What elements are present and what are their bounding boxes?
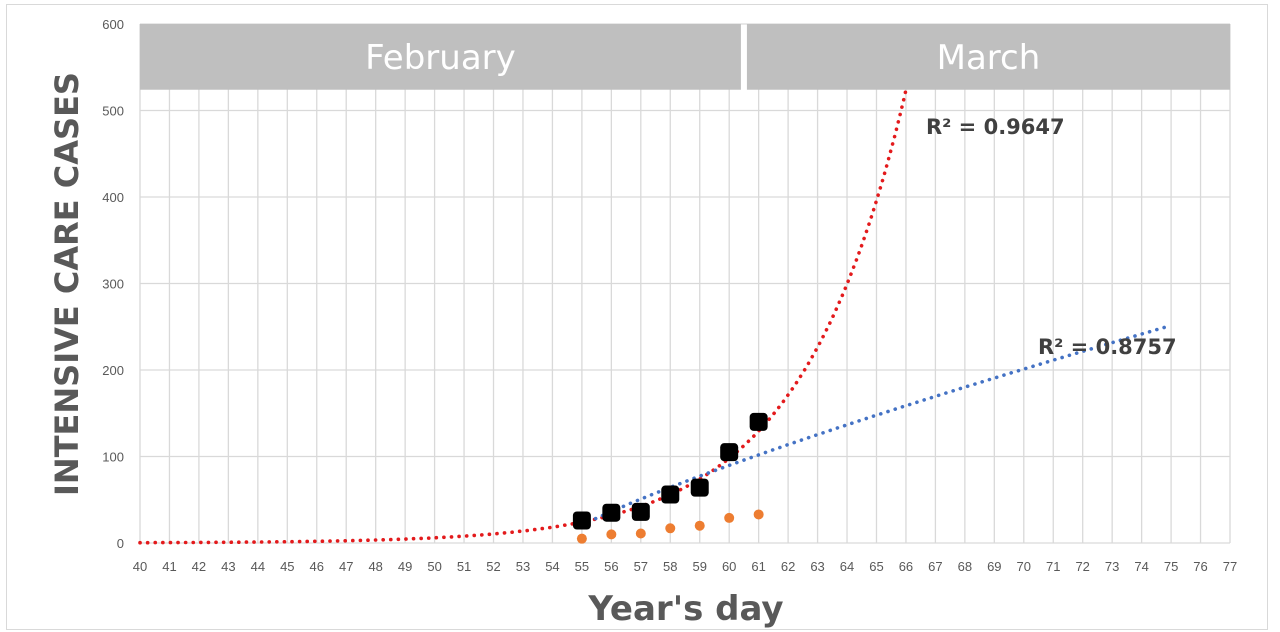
x-tick-label: 75 bbox=[1164, 559, 1178, 574]
chart-frame bbox=[6, 4, 1268, 630]
data-point-square bbox=[661, 485, 680, 504]
r2-power-label: R² = 0.8757 bbox=[1038, 335, 1177, 359]
x-tick-label: 72 bbox=[1075, 559, 1089, 574]
x-tick-label: 76 bbox=[1193, 559, 1207, 574]
month-label: February bbox=[365, 38, 516, 78]
y-tick-label: 200 bbox=[102, 363, 124, 378]
x-tick-label: 59 bbox=[692, 559, 706, 574]
x-tick-label: 44 bbox=[251, 559, 265, 574]
x-tick-label: 61 bbox=[751, 559, 765, 574]
month-band bbox=[140, 24, 741, 90]
trendline-exponential bbox=[138, 88, 908, 545]
trendline-power bbox=[580, 323, 1173, 527]
data-point-circle bbox=[753, 509, 764, 520]
x-axis-title: Year's day bbox=[587, 589, 783, 629]
x-tick-label: 47 bbox=[339, 559, 353, 574]
y-axis-title: INTENSIVE CARE CASES bbox=[48, 72, 86, 496]
data-points bbox=[572, 412, 768, 544]
x-tick-label: 70 bbox=[1017, 559, 1031, 574]
x-tick-label: 41 bbox=[162, 559, 176, 574]
x-tick-label: 77 bbox=[1223, 559, 1237, 574]
x-tick-label: 55 bbox=[575, 559, 589, 574]
x-tick-label: 40 bbox=[133, 559, 147, 574]
tick-labels: 40 41 42 43 44 45 46 47 48 49 50 51 52 53 54 55 56 57 58 59… bbox=[102, 17, 1237, 574]
y-tick-label: 100 bbox=[102, 450, 124, 465]
y-tick-label: 0 bbox=[117, 536, 124, 551]
y-tick-label: 300 bbox=[102, 277, 124, 292]
data-point-circle bbox=[724, 512, 735, 523]
x-tick-label: 65 bbox=[869, 559, 883, 574]
x-tick-label: 45 bbox=[280, 559, 294, 574]
x-tick-label: 69 bbox=[987, 559, 1001, 574]
trendlines bbox=[138, 88, 1173, 545]
y-tick-label: 500 bbox=[102, 104, 124, 119]
x-tick-label: 52 bbox=[486, 559, 500, 574]
x-tick-label: 66 bbox=[899, 559, 913, 574]
x-tick-label: 54 bbox=[545, 559, 559, 574]
data-point-square bbox=[572, 511, 591, 530]
data-point-square bbox=[602, 503, 621, 522]
x-tick-label: 50 bbox=[427, 559, 441, 574]
data-point-circle bbox=[606, 529, 617, 540]
x-tick-label: 58 bbox=[663, 559, 677, 574]
data-point-circle bbox=[576, 533, 587, 544]
x-tick-label: 64 bbox=[840, 559, 854, 574]
x-tick-label: 43 bbox=[221, 559, 235, 574]
x-tick-label: 53 bbox=[516, 559, 530, 574]
month-band bbox=[746, 24, 1230, 90]
month-label: March bbox=[937, 38, 1041, 78]
x-tick-label: 48 bbox=[368, 559, 382, 574]
data-point-square bbox=[631, 502, 650, 521]
x-tick-label: 63 bbox=[810, 559, 824, 574]
x-tick-label: 60 bbox=[722, 559, 736, 574]
x-tick-label: 42 bbox=[192, 559, 206, 574]
x-tick-label: 71 bbox=[1046, 559, 1060, 574]
x-tick-label: 46 bbox=[310, 559, 324, 574]
x-tick-label: 68 bbox=[958, 559, 972, 574]
data-point-square bbox=[690, 478, 709, 497]
data-point-circle bbox=[694, 520, 705, 531]
month-bands: February March bbox=[140, 24, 1230, 90]
data-point-circle bbox=[665, 523, 676, 534]
data-point-square bbox=[720, 443, 739, 462]
x-tick-label: 56 bbox=[604, 559, 618, 574]
x-tick-label: 62 bbox=[781, 559, 795, 574]
y-tick-label: 400 bbox=[102, 190, 124, 205]
data-point-square bbox=[749, 412, 768, 431]
x-tick-label: 51 bbox=[457, 559, 471, 574]
x-tick-label: 67 bbox=[928, 559, 942, 574]
x-tick-label: 74 bbox=[1134, 559, 1148, 574]
y-tick-label: 600 bbox=[102, 17, 124, 32]
data-point-circle bbox=[635, 528, 646, 539]
x-tick-label: 57 bbox=[634, 559, 648, 574]
x-tick-label: 73 bbox=[1105, 559, 1119, 574]
x-tick-label: 49 bbox=[398, 559, 412, 574]
grid bbox=[139, 23, 1231, 544]
r2-exponential-label: R² = 0.9647 bbox=[926, 115, 1065, 139]
